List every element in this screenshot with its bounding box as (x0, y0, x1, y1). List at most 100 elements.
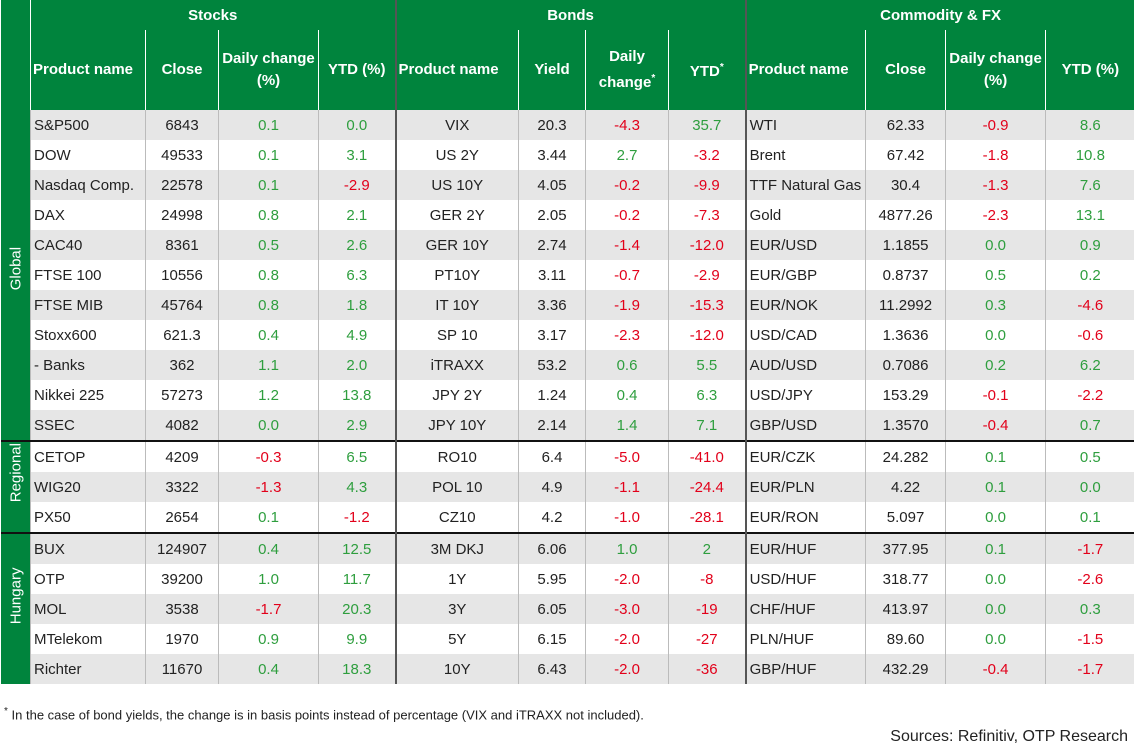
value-cell: 124907 (145, 532, 219, 564)
product-name: SP 10 (394, 320, 519, 350)
value-cell: -36 (668, 654, 746, 684)
product-name: - Banks (30, 350, 146, 380)
product-name: EUR/USD (744, 230, 866, 260)
value-cell: 20.3 (518, 110, 586, 140)
section-cell: Regional (0, 440, 31, 533)
data-row: CAC40 8361 0.5 2.6 GER 10Y 2.74 -1.4 -12.0 EUR/U… (1, 230, 1134, 260)
product-name: FTSE MIB (30, 290, 146, 320)
value-cell: 3322 (145, 472, 219, 502)
product-name: Nikkei 225 (30, 380, 146, 410)
value-cell: 0.2 (1045, 260, 1134, 290)
value-cell: -1.7 (1045, 532, 1134, 564)
value-cell: 10.8 (1045, 140, 1134, 170)
value-cell: 4877.26 (865, 200, 946, 230)
data-row: Stoxx600 621.3 0.4 4.9 SP 10 3.17 -2.3 -12.0 USD… (1, 320, 1134, 350)
data-row: MTelekom 1970 0.9 9.9 5Y 6.15 -2.0 -27 PLN/HUF 89… (1, 624, 1134, 654)
value-cell: 11.2992 (865, 290, 946, 320)
product-name: USD/CAD (744, 320, 866, 350)
table-body: Global S&P500 6843 0.1 0.0 VIX 20.3 -4.3 35.7 WTI… (0, 110, 1134, 684)
group-row: Stocks Bonds Commodity & FX (0, 0, 1134, 110)
product-name: CAC40 (30, 230, 146, 260)
product-name: MTelekom (30, 624, 146, 654)
value-cell: -9.9 (668, 170, 746, 200)
value-cell: 45764 (145, 290, 219, 320)
value-cell: -0.4 (945, 654, 1046, 684)
product-name: Stoxx600 (30, 320, 146, 350)
value-cell: 377.95 (865, 532, 946, 564)
data-row: FTSE 100 10556 0.8 6.3 PT10Y 3.11 -0.7 -2.9 EUR/… (1, 260, 1134, 290)
corner (0, 0, 31, 110)
value-cell: -5.0 (585, 440, 669, 472)
value-cell: -2.3 (945, 200, 1046, 230)
value-cell: -2.0 (585, 654, 669, 684)
value-cell: 2654 (145, 502, 219, 533)
value-cell: 0.8 (218, 200, 319, 230)
product-name: 5Y (394, 624, 519, 654)
value-cell: -0.1 (945, 380, 1046, 410)
group-header: Commodity & FX (744, 0, 1134, 30)
data-row: DOW 49533 0.1 3.1 US 2Y 3.44 2.7 -3.2 Brent 67.42… (1, 140, 1134, 170)
value-cell: -2.0 (585, 564, 669, 594)
data-row: FTSE MIB 45764 0.8 1.8 IT 10Y 3.36 -1.9 -15.3 EU… (1, 290, 1134, 320)
product-name: EUR/GBP (744, 260, 866, 290)
value-cell: 0.5 (1045, 440, 1134, 472)
product-name: RO10 (394, 440, 519, 472)
data-row: WIG20 3322 -1.3 4.3 POL 10 4.9 -1.1 -24.4 EUR/PL… (1, 472, 1134, 502)
value-cell: 3538 (145, 594, 219, 624)
product-name: US 10Y (394, 170, 519, 200)
product-name: MOL (30, 594, 146, 624)
column-header: Yield (518, 30, 586, 110)
product-name: CHF/HUF (744, 594, 866, 624)
product-name: JPY 2Y (394, 380, 519, 410)
value-cell: 0.3 (945, 290, 1046, 320)
value-cell: 4.9 (317, 320, 396, 350)
value-cell: 57273 (145, 380, 219, 410)
value-cell: 35.7 (668, 110, 746, 140)
product-name: PT10Y (394, 260, 519, 290)
value-cell: -2.6 (1045, 564, 1134, 594)
column-header-mark: * (719, 62, 724, 73)
value-cell: -1.3 (218, 472, 319, 502)
value-cell: 0.0 (945, 564, 1046, 594)
section-label: Regional (6, 442, 24, 502)
product-name: EUR/RON (744, 502, 866, 533)
product-name: 1Y (394, 564, 519, 594)
product-name: DOW (30, 140, 146, 170)
value-cell: 62.33 (865, 110, 946, 140)
value-cell: -2.2 (1045, 380, 1134, 410)
product-name: BUX (30, 532, 146, 564)
value-cell: 4.22 (865, 472, 946, 502)
value-cell: 0.0 (945, 320, 1046, 350)
value-cell: 6.4 (518, 440, 586, 472)
value-cell: -2.0 (585, 624, 669, 654)
value-cell: -24.4 (668, 472, 746, 502)
value-cell: -0.7 (585, 260, 669, 290)
column-header: Daily change (%) (945, 30, 1046, 110)
value-cell: 6.05 (518, 594, 586, 624)
product-name: PLN/HUF (744, 624, 866, 654)
column-header: Product name (744, 30, 866, 110)
value-cell: 13.8 (317, 380, 396, 410)
value-cell: 3.17 (518, 320, 586, 350)
product-name: JPY 10Y (394, 410, 519, 441)
value-cell: 1.1855 (865, 230, 946, 260)
column-header: Close (865, 30, 946, 110)
group-header: Stocks (29, 0, 396, 30)
value-cell: 0.4 (218, 654, 319, 684)
data-row: OTP 39200 1.0 11.7 1Y 5.95 -2.0 -8 USD/HUF 318.77… (1, 564, 1134, 594)
column-header: Close (145, 30, 219, 110)
product-name: POL 10 (394, 472, 519, 502)
value-cell: 0.1 (945, 472, 1046, 502)
value-cell: -4.6 (1045, 290, 1134, 320)
value-cell: 1.8 (317, 290, 396, 320)
table-header: Stocks Bonds Commodity & FX Product name Clo… (0, 0, 1134, 110)
product-name: Nasdaq Comp. (30, 170, 146, 200)
product-name: EUR/NOK (744, 290, 866, 320)
value-cell: 4.05 (518, 170, 586, 200)
value-cell: -1.9 (585, 290, 669, 320)
value-cell: -2.9 (317, 170, 396, 200)
value-cell: 49533 (145, 140, 219, 170)
value-cell: -0.4 (945, 410, 1046, 441)
value-cell: 18.3 (317, 654, 396, 684)
